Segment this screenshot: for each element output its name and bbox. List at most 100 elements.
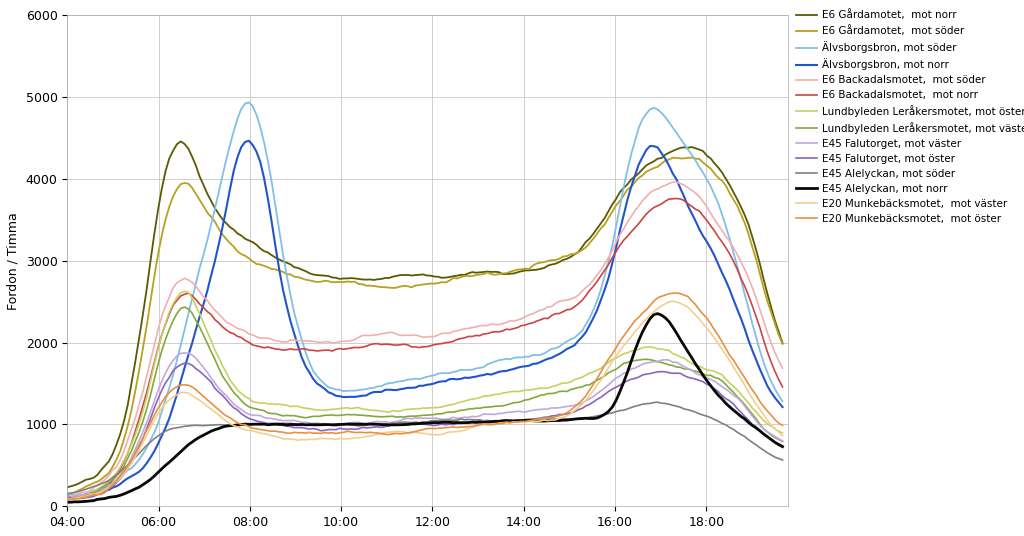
E45 Falutorget, mot väster [390,418,402,425]
Lundbyleden Leråkersmotet, mot öster [178,288,190,295]
E6 Backadalsmotet,  mot norr [776,384,788,390]
E20 Munkebäcksmotet,  mot väster [776,433,788,439]
E45 Falutorget, mot väster [269,416,282,422]
E6 Gårdamotet,  mot söder [276,269,289,275]
E20 Munkebäcksmotet,  mot öster [276,429,289,435]
E6 Gårdamotet,  mot söder [265,266,278,272]
Lundbyleden Leråkersmotet, mot väster [776,438,788,445]
Line: Älvsborgsbron, mot norr: Älvsborgsbron, mot norr [68,141,782,497]
Älvsborgsbron, mot norr [61,494,74,500]
E6 Gårdamotet,  mot söder [137,345,150,351]
E6 Gårdamotet,  mot söder [61,490,74,497]
Älvsborgsbron, mot söder [243,99,255,106]
E45 Falutorget, mot öster [140,425,153,431]
E20 Munkebäcksmotet,  mot väster [667,298,679,304]
E6 Backadalsmotet,  mot söder [227,323,240,329]
E20 Munkebäcksmotet,  mot öster [776,422,788,429]
Line: E45 Alelyckan, mot söder: E45 Alelyckan, mot söder [68,402,782,494]
E45 Falutorget, mot väster [424,415,436,421]
E45 Alelyckan, mot norr [776,443,788,450]
E45 Falutorget, mot väster [137,428,150,435]
E45 Falutorget, mot öster [73,495,85,502]
E45 Alelyckan, mot söder [61,490,74,497]
Line: Lundbyleden Leråkersmotet, mot öster: Lundbyleden Leråkersmotet, mot öster [68,292,782,500]
Älvsborgsbron, mot söder [776,398,788,405]
Lundbyleden Leråkersmotet, mot väster [137,418,150,425]
Line: E45 Alelyckan, mot norr: E45 Alelyckan, mot norr [68,314,782,502]
E45 Alelyckan, mot söder [276,420,289,427]
E20 Munkebäcksmotet,  mot öster [265,428,278,434]
E6 Gårdamotet,  mot norr [424,272,436,279]
E6 Backadalsmotet,  mot söder [137,388,150,394]
E6 Gårdamotet,  mot norr [390,273,402,279]
E45 Alelyckan, mot norr [276,421,289,428]
E45 Alelyckan, mot söder [421,419,433,426]
E6 Backadalsmotet,  mot norr [387,341,399,348]
E6 Backadalsmotet,  mot söder [387,329,399,336]
Älvsborgsbron, mot norr [65,494,77,501]
Älvsborgsbron, mot norr [231,154,244,160]
E20 Munkebäcksmotet,  mot öster [61,497,74,503]
E20 Munkebäcksmotet,  mot öster [137,435,150,441]
E6 Backadalsmotet,  mot norr [276,347,289,353]
E20 Munkebäcksmotet,  mot öster [421,426,433,432]
Älvsborgsbron, mot norr [428,380,440,386]
E6 Backadalsmotet,  mot norr [421,344,433,350]
E6 Backadalsmotet,  mot norr [265,345,278,351]
Line: E6 Gårdamotet,  mot söder: E6 Gårdamotet, mot söder [68,158,782,494]
E6 Backadalsmotet,  mot söder [276,339,289,345]
Älvsborgsbron, mot norr [273,266,286,272]
Line: Älvsborgsbron, mot söder: Älvsborgsbron, mot söder [68,102,782,495]
E20 Munkebäcksmotet,  mot väster [265,433,278,439]
Lundbyleden Leråkersmotet, mot öster [424,405,436,411]
E6 Backadalsmotet,  mot norr [227,331,240,337]
E45 Falutorget, mot öster [61,494,74,501]
E45 Falutorget, mot väster [776,437,788,444]
Line: E45 Falutorget, mot väster: E45 Falutorget, mot väster [68,353,782,497]
E45 Falutorget, mot väster [231,404,244,410]
Lundbyleden Leråkersmotet, mot öster [776,430,788,436]
E45 Falutorget, mot öster [178,360,190,367]
E20 Munkebäcksmotet,  mot öster [387,430,399,437]
E6 Backadalsmotet,  mot söder [776,365,788,371]
E20 Munkebäcksmotet,  mot öster [227,417,240,423]
Line: E20 Munkebäcksmotet,  mot väster: E20 Munkebäcksmotet, mot väster [68,301,782,499]
E6 Backadalsmotet,  mot norr [137,403,150,409]
E45 Alelyckan, mot norr [651,310,664,317]
E45 Falutorget, mot öster [285,423,297,430]
Älvsborgsbron, mot norr [394,386,407,392]
Lundbyleden Leråkersmotet, mot väster [269,411,282,417]
Line: Lundbyleden Leråkersmotet, mot väster: Lundbyleden Leråkersmotet, mot väster [68,307,782,500]
E45 Alelyckan, mot söder [227,422,240,428]
Lundbyleden Leråkersmotet, mot öster [61,496,74,503]
E20 Munkebäcksmotet,  mot väster [421,430,433,437]
Line: E45 Falutorget, mot öster: E45 Falutorget, mot öster [68,363,782,498]
E45 Alelyckan, mot norr [387,422,399,428]
Line: E6 Backadalsmotet,  mot norr: E6 Backadalsmotet, mot norr [68,198,782,498]
Älvsborgsbron, mot söder [137,451,150,457]
E6 Gårdamotet,  mot norr [281,259,293,266]
Älvsborgsbron, mot söder [390,378,402,385]
Älvsborgsbron, mot söder [227,128,240,134]
E6 Gårdamotet,  mot söder [776,341,788,347]
E6 Backadalsmotet,  mot norr [671,195,683,202]
Älvsborgsbron, mot söder [269,202,282,209]
Legend: E6 Gårdamotet,  mot norr, E6 Gårdamotet,  mot söder, Älvsborgsbron, mot söder, Ä: E6 Gårdamotet, mot norr, E6 Gårdamotet, … [793,5,1024,228]
E45 Falutorget, mot öster [776,443,788,449]
Lundbyleden Leråkersmotet, mot öster [390,408,402,414]
E6 Gårdamotet,  mot söder [387,285,399,291]
E45 Alelyckan, mot norr [421,420,433,426]
Line: E20 Munkebäcksmotet,  mot öster: E20 Munkebäcksmotet, mot öster [68,293,782,500]
Älvsborgsbron, mot norr [285,318,297,324]
Lundbyleden Leråkersmotet, mot öster [281,402,293,408]
E45 Alelyckan, mot norr [61,499,74,505]
Lundbyleden Leråkersmotet, mot öster [269,401,282,407]
E6 Gårdamotet,  mot norr [137,311,150,317]
E6 Gårdamotet,  mot norr [175,138,187,145]
E20 Munkebäcksmotet,  mot öster [671,290,683,296]
E45 Alelyckan, mot söder [387,420,399,427]
E45 Alelyckan, mot söder [776,457,788,463]
E20 Munkebäcksmotet,  mot väster [276,436,289,442]
E6 Gårdamotet,  mot söder [685,154,697,161]
Älvsborgsbron, mot norr [776,404,788,410]
